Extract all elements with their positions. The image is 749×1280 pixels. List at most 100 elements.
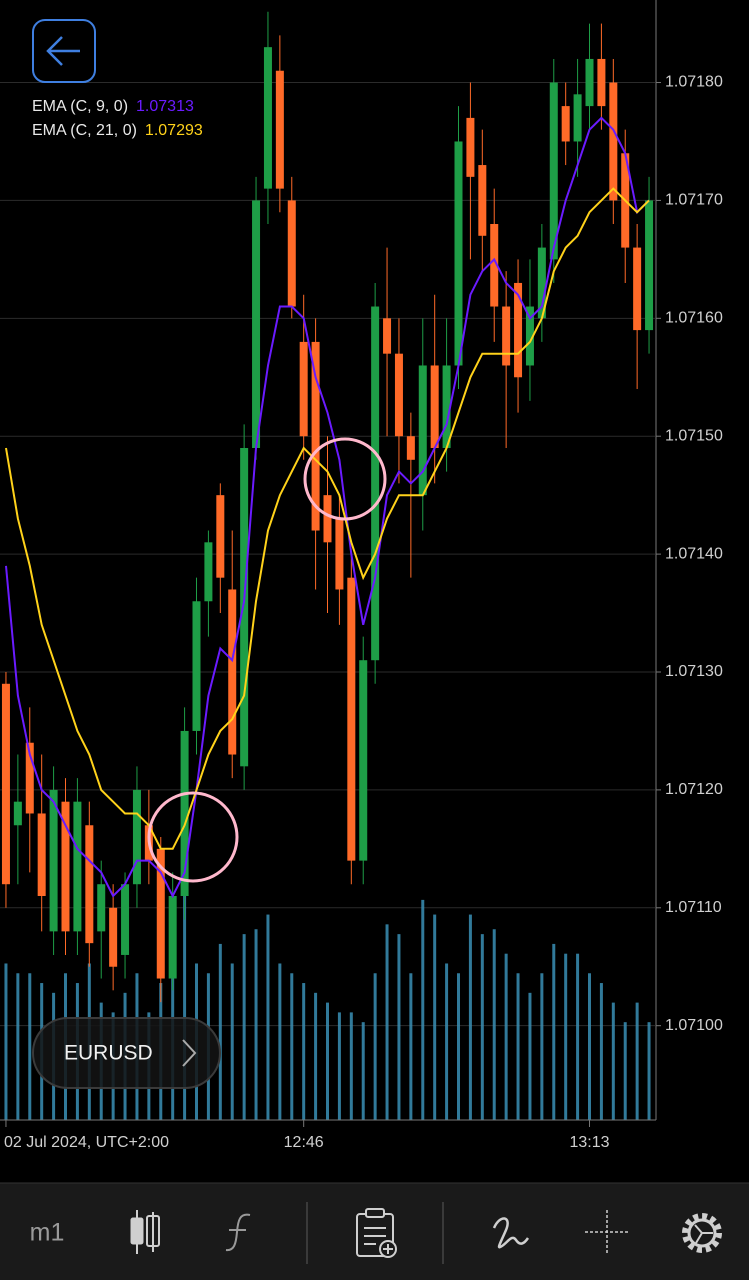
candle-body <box>275 70 284 189</box>
candle-body <box>394 353 403 437</box>
candle-body <box>311 341 320 531</box>
volume-bar <box>492 929 496 1120</box>
volume-bar <box>349 1012 353 1120</box>
candle-body <box>514 282 523 378</box>
volume-bar <box>611 1002 615 1120</box>
volume-bar <box>623 1022 627 1120</box>
candle-body <box>49 789 58 932</box>
candle-body <box>180 730 189 896</box>
y-tick-label: 1.07130 <box>665 663 723 680</box>
candle-body <box>371 306 380 661</box>
volume-bar <box>230 963 234 1120</box>
axes: 1.07100 1.07110 1.07120 1.07130 1.07140 1.071… <box>4 74 723 1151</box>
legend-value: 1.07313 <box>136 98 194 115</box>
y-tick-label: 1.07140 <box>665 545 723 562</box>
candle-body <box>585 58 594 107</box>
candle-body <box>359 660 368 861</box>
volume-bar <box>504 953 508 1120</box>
legend-name: EMA (C, 21, 0) <box>32 122 137 139</box>
candle-body <box>263 47 272 189</box>
settings-button[interactable] <box>682 1213 722 1253</box>
draw-button[interactable] <box>492 1217 530 1249</box>
volume-bar <box>278 963 282 1120</box>
symbol-pill <box>32 1017 221 1089</box>
candle-body <box>240 448 249 767</box>
candle-body <box>383 318 392 354</box>
ema-line <box>5 187 650 850</box>
volume-bar <box>445 963 449 1120</box>
legend-entry: EMA (C, 9, 0) 1.07313 <box>32 98 194 115</box>
volume-bar <box>480 934 484 1120</box>
candle-body <box>73 801 82 932</box>
y-tick-label: 1.07150 <box>665 427 723 444</box>
icon-part <box>694 1224 713 1244</box>
toolbar: m1 <box>0 1182 749 1280</box>
volume-bar <box>28 973 32 1120</box>
candle-body <box>430 365 439 448</box>
x-tick-label: 13:13 <box>569 1134 609 1151</box>
volume-bar <box>409 973 413 1120</box>
toolbar-bg <box>0 1183 749 1280</box>
candle-body <box>121 884 130 955</box>
volume-bar <box>326 1002 329 1120</box>
legend-value: 1.07293 <box>145 122 203 139</box>
legend-name: EMA (C, 9, 0) <box>32 98 128 115</box>
candle-body <box>645 200 654 331</box>
volume-bar <box>266 914 270 1120</box>
candle-body <box>287 200 296 307</box>
volume-bar <box>457 973 460 1120</box>
candle-body <box>609 82 618 201</box>
drawn-circle <box>303 437 387 521</box>
icon-part <box>383 1244 393 1254</box>
volume-bar <box>433 914 437 1120</box>
icon-part <box>130 1217 144 1245</box>
candle-body <box>502 306 511 366</box>
orders-button[interactable] <box>356 1208 397 1258</box>
crosshair-button[interactable] <box>585 1210 629 1254</box>
volume-bar <box>16 973 20 1120</box>
candle-body <box>13 801 22 826</box>
candle-body <box>561 106 570 142</box>
volume-bar <box>242 934 246 1120</box>
candle-body <box>61 801 70 932</box>
volume-bar <box>588 973 591 1120</box>
back-button-frame <box>32 19 96 83</box>
chart-type-button[interactable] <box>130 1210 160 1254</box>
x-tick-label: 02 Jul 2024, UTC+2:00 <box>4 1134 169 1151</box>
candle-body <box>490 224 499 307</box>
timeframe-button[interactable]: m1 <box>30 1219 65 1247</box>
candle-body <box>299 341 308 437</box>
candle-body <box>37 813 46 896</box>
volume-bar <box>397 934 401 1120</box>
icon-part <box>687 1218 717 1248</box>
volume-bar <box>254 929 258 1120</box>
icon-part <box>364 1227 386 1245</box>
candle-body <box>85 825 94 944</box>
drawn-circle <box>147 791 239 883</box>
candle-body <box>228 589 237 755</box>
indicators-button[interactable] <box>225 1213 251 1252</box>
volume-bar <box>337 1012 341 1120</box>
volume-bar <box>373 973 377 1120</box>
volume-bar <box>635 1002 639 1120</box>
icon-part <box>682 1213 722 1253</box>
candle-body <box>216 495 225 578</box>
legend-entry: EMA (C, 21, 0) 1.07293 <box>32 122 203 139</box>
volume-bar <box>421 899 425 1120</box>
candle-body <box>192 601 201 731</box>
volume-bar <box>599 983 603 1120</box>
candle-body <box>525 306 534 366</box>
x-tick-label: 12:46 <box>284 1134 324 1151</box>
back-button[interactable] <box>32 19 96 83</box>
candle-body <box>156 848 165 979</box>
icon-part <box>146 1215 160 1247</box>
candle-body <box>168 896 177 979</box>
volume-bar <box>647 1022 651 1120</box>
candle-body <box>1 683 10 885</box>
symbol-button[interactable]: EURUSD <box>32 1017 221 1089</box>
volume-bar <box>290 973 294 1120</box>
candle-body <box>335 518 344 590</box>
volume-bar <box>302 983 306 1120</box>
candle-body <box>442 365 451 448</box>
